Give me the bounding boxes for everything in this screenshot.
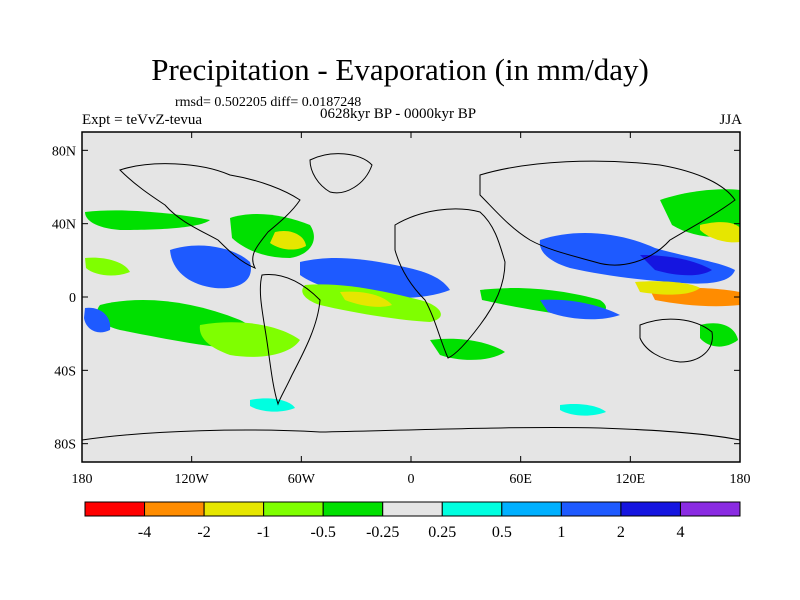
lon-tick-label: 180	[730, 472, 751, 487]
colorbar-label: -2	[197, 524, 210, 541]
coast-greenland	[309, 153, 373, 194]
lon-tick-label: 120W	[175, 472, 210, 487]
colorbar-swatch	[501, 501, 562, 517]
coast-south-america	[259, 274, 321, 406]
colorbar-label: -1	[257, 524, 270, 541]
coast-antarctica	[81, 426, 741, 441]
field-npac-east-yellow	[700, 222, 740, 243]
colorbar	[84, 501, 741, 517]
colorbar-swatch	[679, 501, 741, 517]
field-npac-green	[85, 210, 210, 230]
colorbar-swatch	[441, 501, 503, 517]
lat-tick-label: 40S	[54, 364, 76, 379]
colorbar-label: 0.5	[492, 524, 512, 541]
colorbar-swatch	[84, 501, 146, 517]
stats-text: rmsd= 0.502205 diff= 0.0187248	[175, 95, 362, 110]
coast-australia	[639, 318, 713, 363]
lon-tick-label: 180	[72, 472, 93, 487]
coast-europe-africa	[394, 208, 506, 359]
colorbar-swatch	[382, 501, 443, 517]
colorbar-label: 0.25	[428, 524, 456, 541]
colorbar-swatch	[263, 501, 324, 517]
season-label: JJA	[719, 112, 742, 128]
field-so-green2	[430, 338, 505, 360]
field-asia-darkblue	[640, 255, 712, 276]
lon-tick-label: 60E	[509, 472, 532, 487]
colorbar-swatch	[560, 501, 622, 517]
colorbar-label: 1	[557, 524, 565, 541]
field-so-green	[199, 322, 300, 357]
colorbar-swatch	[620, 501, 681, 517]
lat-tick-label: 80N	[52, 144, 76, 159]
lon-tick-label: 60W	[288, 472, 316, 487]
plot-title: Precipitation - Evaporation (in mm/day)	[151, 52, 649, 87]
colorbar-label: -4	[138, 524, 151, 541]
anomaly-fields	[84, 189, 740, 416]
experiment-label: Expt = teVvZ-tevua	[82, 112, 203, 128]
colorbar-label: -0.25	[366, 524, 399, 541]
lat-tick-label: 0	[69, 291, 76, 306]
lon-tick-label: 0	[408, 472, 415, 487]
coast-north-america	[119, 163, 301, 269]
colorbar-label: 2	[617, 524, 625, 541]
lon-tick-label: 120E	[616, 472, 646, 487]
field-atlantic-yellow	[340, 291, 392, 307]
lat-tick-label: 40N	[52, 218, 76, 233]
colorbar-swatch	[144, 501, 205, 517]
field-so-cyan2	[560, 403, 606, 416]
field-npac-green2	[85, 257, 130, 276]
colorbar-swatch	[322, 501, 384, 517]
colorbar-swatch	[203, 501, 265, 517]
coastlines	[81, 153, 741, 441]
coast-eurasia	[479, 160, 736, 266]
field-au-green	[700, 323, 738, 347]
lat-tick-label: 80S	[54, 438, 76, 453]
field-io-blue	[540, 299, 620, 320]
field-wpac-yellow	[635, 281, 700, 295]
field-epac-west-blue	[84, 307, 111, 333]
period-label: 0628kyr BP - 0000kyr BP	[320, 106, 477, 122]
field-epac-blue	[170, 245, 251, 289]
colorbar-label: 4	[676, 524, 684, 541]
field-so-cyan	[250, 398, 295, 412]
colorbar-label: -0.5	[311, 524, 336, 541]
field-gulf-yellow	[270, 230, 306, 250]
